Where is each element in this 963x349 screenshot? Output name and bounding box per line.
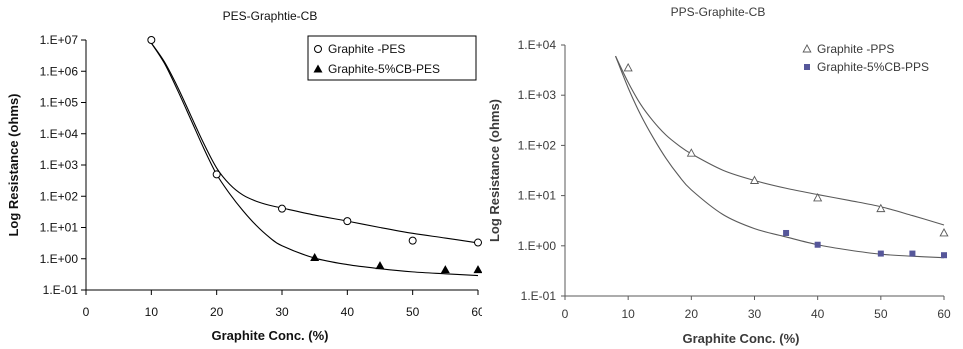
- fit-curve-2: [150, 42, 479, 277]
- data-point-series-1: [686, 148, 696, 157]
- data-point-series-1: [278, 204, 286, 213]
- data-point-series-1: [939, 228, 949, 237]
- data-point-series-2: [909, 250, 916, 257]
- data-point-series-2: [310, 252, 320, 261]
- y-tick-label: 1.E+07: [40, 33, 79, 47]
- data-point-series-2: [783, 229, 790, 236]
- x-tick-label: 30: [275, 305, 289, 319]
- legend: Graphite -PPS Graphite-5%CB-PPS: [817, 42, 929, 74]
- x-axis-label: Graphite Conc. (%): [682, 331, 799, 346]
- legend-label-2: Graphite-5%CB-PPS: [817, 60, 929, 74]
- legend-marker-1: [802, 44, 812, 53]
- x-tick-label: 10: [145, 305, 159, 319]
- data-point-series-1: [343, 217, 352, 226]
- x-tick-label: 40: [341, 305, 355, 319]
- data-point-series-2: [375, 261, 385, 270]
- x-tick-label: 50: [406, 305, 420, 319]
- data-point-series-1: [408, 236, 417, 245]
- data-point-series-2: [440, 265, 450, 274]
- fit-curve-2: [615, 55, 945, 259]
- y-tick-label: 1.E+03: [518, 88, 557, 102]
- y-tick-label: 1.E+01: [40, 221, 79, 235]
- x-tick-label: 50: [874, 307, 888, 321]
- chart-panel-pps: PPS-Graphite-CB 1.E+04 1.E+03 1.E+02 1.E+01 1…: [482, 0, 963, 349]
- y-tick-label: 1.E+02: [518, 138, 557, 152]
- y-tick-label: 1.E+02: [40, 189, 79, 203]
- data-point-series-2: [473, 265, 482, 274]
- y-axis-label: Log Resistance (ohms): [6, 93, 21, 236]
- data-point-series-2: [941, 252, 947, 259]
- data-point-series-1: [749, 175, 760, 184]
- x-tick-label: 10: [621, 307, 635, 321]
- fit-curve-1: [150, 42, 479, 244]
- x-tick-label: 30: [748, 307, 762, 321]
- chart-panel-pes: PES-Graphtie-CB 1.E+07 1.E+06 1.E+05 1.E+04 1…: [6, 9, 482, 343]
- legend: Graphite -PES Graphite-5%CB-PES: [307, 35, 477, 81]
- fit-curve-1: [615, 55, 945, 226]
- legend-label-2: Graphite-5%CB-PES: [328, 62, 440, 76]
- y-tick-label: 1.E+04: [40, 127, 79, 141]
- pes-chart: PES-Graphtie-CB 1.E+07 1.E+06 1.E+05 1.E+04 1…: [6, 9, 482, 343]
- y-tick-label: 1.E+05: [40, 96, 79, 110]
- x-tick-label: 20: [685, 307, 699, 321]
- data-point-series-1: [813, 192, 823, 202]
- data-point-series-2: [877, 250, 884, 257]
- x-tick-label: 60: [471, 305, 482, 319]
- legend-label-1: Graphite -PES: [328, 42, 405, 56]
- legend-marker-2: [804, 64, 810, 70]
- y-tick-label: 1.E+06: [40, 64, 79, 78]
- legend-marker-1: [314, 45, 322, 53]
- legend-box: [307, 35, 477, 81]
- y-tick-label: 1.E+04: [518, 38, 557, 52]
- legend-marker-2: [313, 64, 323, 73]
- x-axis-label: Graphite Conc. (%): [211, 328, 328, 343]
- x-tick-label: 0: [83, 305, 90, 319]
- data-point-series-1: [147, 36, 156, 44]
- y-tick-label: 1.E+00: [518, 239, 557, 253]
- chart-title: PES-Graphtie-CB: [223, 9, 318, 23]
- y-tick-label: 1.E+03: [40, 158, 79, 172]
- data-point-series-2: [814, 241, 821, 248]
- y-tick-label: 1.E+01: [518, 189, 557, 203]
- chart-title: PPS-Graphite-CB: [671, 5, 766, 19]
- data-point-series-1: [623, 62, 633, 72]
- legend-label-1: Graphite -PPS: [817, 42, 894, 56]
- x-tick-label: 40: [811, 307, 825, 321]
- pps-chart: PPS-Graphite-CB 1.E+04 1.E+03 1.E+02 1.E+01 1…: [487, 5, 951, 346]
- x-tick-label: 60: [937, 307, 951, 321]
- x-tick-label: 20: [210, 305, 224, 319]
- y-axis-label: Log Resistance (ohms): [487, 99, 502, 242]
- data-point-series-1: [876, 203, 886, 213]
- y-tick-label: 1.E+00: [40, 252, 79, 266]
- y-tick-label: 1.E-01: [43, 283, 79, 297]
- x-tick-label: 0: [562, 307, 569, 321]
- data-point-series-1: [474, 238, 482, 247]
- data-point-series-1: [212, 170, 221, 179]
- y-tick-label: 1.E-01: [521, 289, 557, 303]
